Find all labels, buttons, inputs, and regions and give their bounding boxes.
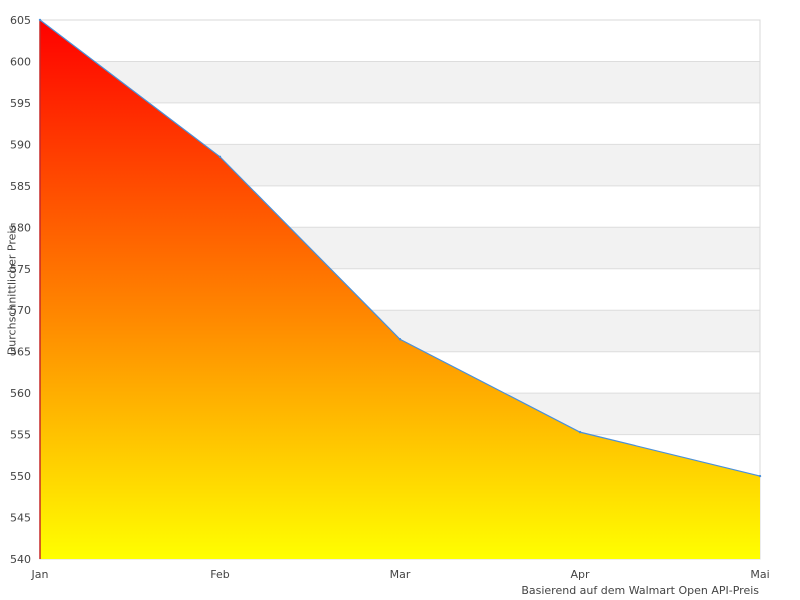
y-tick-label: 540 [10, 553, 31, 566]
y-tick-label: 560 [10, 387, 31, 400]
y-tick-label: 580 [10, 221, 31, 234]
x-tick-label: Apr [570, 568, 590, 581]
y-tick-label: 605 [10, 14, 31, 27]
x-tick-label: Mar [390, 568, 411, 581]
data-point [398, 338, 402, 341]
y-tick-label: 545 [10, 512, 31, 525]
y-tick-label: 565 [10, 346, 31, 359]
data-point [758, 474, 762, 478]
y-tick-label: 585 [10, 180, 31, 193]
series-area [38, 18, 762, 559]
x-tick-label: Mai [750, 568, 769, 581]
y-tick-label: 550 [10, 470, 31, 483]
x-tick-label: Jan [31, 568, 49, 581]
y-axis-ticks: 540 545 550 555 560 565 570 575 580 585 590 595 600 6… [10, 14, 31, 566]
y-axis-title: Durchschnittlicher Preis [5, 224, 19, 356]
series-area-fill [40, 20, 760, 559]
y-tick-label: 595 [10, 97, 31, 110]
y-tick-label: 570 [10, 304, 31, 317]
x-axis-title: Basierend auf dem Walmart Open API-Preis [521, 584, 759, 597]
x-axis-ticks: Jan Feb Mar Apr Mai [31, 568, 770, 581]
y-tick-label: 555 [10, 429, 31, 442]
y-tick-label: 575 [10, 263, 31, 276]
y-tick-label: 590 [10, 138, 31, 151]
x-tick-label: Feb [210, 568, 229, 581]
data-point [218, 155, 222, 159]
data-point [38, 18, 42, 22]
grid-band [40, 61, 760, 103]
data-point [578, 430, 582, 434]
y-tick-label: 600 [10, 55, 31, 68]
